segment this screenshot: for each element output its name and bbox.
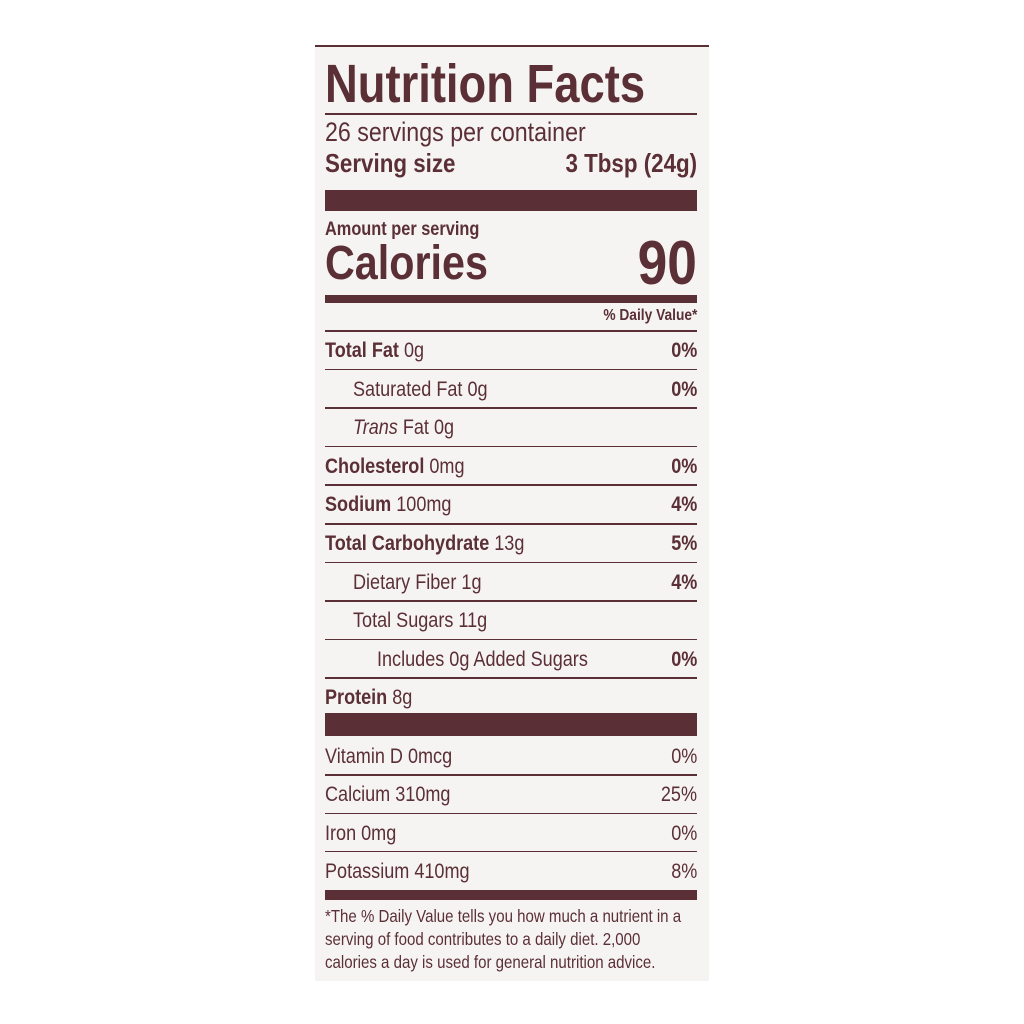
- nutrient-label: Protein: [325, 686, 388, 710]
- vitamin-row: Iron 0mg 0%: [325, 822, 697, 846]
- amount-text: Amount per serving: [325, 219, 480, 240]
- nutrient-dv: 4%: [670, 570, 697, 594]
- nutrient-label: Total Sugars: [353, 609, 454, 633]
- nutrient-amount: 0g: [467, 377, 488, 401]
- title: Nutrition Facts: [325, 55, 697, 113]
- nutrient-row: Includes 0g Added Sugars 0%: [377, 648, 697, 672]
- nutrient-row: Dietary Fiber 1g 4%: [353, 571, 697, 595]
- vitamin-label: Calcium 310mg: [325, 783, 451, 807]
- nutrient-dv: 4%: [670, 493, 697, 517]
- vitamin-label: Iron 0mg: [325, 821, 397, 845]
- nutrient-label: Includes 0g Added Sugars: [377, 647, 588, 671]
- thick-divider: [325, 190, 697, 211]
- nutrient-row: Saturated Fat 0g 0%: [353, 378, 697, 402]
- nutrient-row: Protein 8g: [325, 686, 697, 710]
- vitamin-dv: 0%: [670, 745, 697, 768]
- nutrient-label: Sodium: [325, 493, 392, 517]
- nutrient-amount: 13g: [494, 532, 525, 555]
- divider: [325, 600, 697, 602]
- nutrient-amount: 0mg: [429, 454, 465, 478]
- vitamin-label: Potassium 410mg: [325, 859, 470, 883]
- vitamin-row: Potassium 410mg 8%: [325, 860, 697, 884]
- nutrient-amount: 1g: [461, 570, 482, 594]
- vitamin-dv: 0%: [670, 821, 697, 845]
- divider: [325, 677, 697, 679]
- nutrient-dv: 0%: [670, 377, 697, 401]
- divider: [325, 850, 697, 853]
- serving-size-value: 3 Tbsp (24g): [565, 148, 697, 178]
- daily-value-text: % Daily Value*: [602, 307, 697, 324]
- divider: [325, 445, 697, 448]
- nutrient-amount: 11g: [458, 609, 488, 633]
- nutrient-label: Trans: [353, 416, 398, 440]
- amount-per-serving: Amount per serving: [325, 219, 697, 241]
- calories-value: 90: [637, 229, 697, 298]
- nutrient-amount: 0g: [403, 339, 425, 362]
- divider: [325, 774, 697, 776]
- divider: [325, 812, 697, 815]
- vitamin-dv: 25%: [660, 783, 697, 807]
- divider: [325, 638, 697, 641]
- serving-size-label: Serving size: [325, 148, 456, 178]
- divider: [325, 561, 697, 564]
- divider: [325, 368, 697, 371]
- nutrient-label: Dietary Fiber: [353, 570, 457, 594]
- medium-divider: [325, 890, 697, 900]
- thick-divider: [325, 713, 697, 736]
- medium-divider: [325, 295, 697, 303]
- nutrient-dv: 0%: [670, 647, 697, 671]
- servings-per-container: 26 servings per container: [325, 117, 697, 147]
- nutrient-label: Total Carbohydrate: [325, 532, 490, 555]
- nutrient-row: Sodium 100mg 4%: [325, 493, 697, 517]
- nutrient-amount: 100mg: [396, 493, 452, 517]
- servings-text: 26 servings per container: [325, 117, 586, 147]
- nutrient-row: Total Sugars 11g: [353, 609, 697, 633]
- nutrient-label: Saturated Fat: [353, 377, 463, 401]
- vitamin-row: Vitamin D 0mcg 0%: [325, 745, 697, 769]
- divider: [325, 330, 697, 332]
- nutrient-label: Cholesterol: [325, 454, 425, 478]
- calories-label: Calories: [325, 237, 488, 290]
- divider: [325, 484, 697, 486]
- vitamin-row: Calcium 310mg 25%: [325, 783, 697, 807]
- divider: [325, 523, 697, 525]
- calories-row: Calories 90: [325, 229, 697, 298]
- divider: [325, 113, 697, 115]
- nutrient-dv: 0%: [670, 454, 697, 478]
- nutrient-amount: 8g: [392, 686, 413, 710]
- nutrient-label: Total Fat: [325, 339, 399, 362]
- vitamin-label: Vitamin D 0mcg: [325, 745, 453, 768]
- footnote: *The % Daily Value tells you how much a …: [325, 906, 682, 972]
- vitamin-dv: 8%: [670, 859, 697, 883]
- serving-size: Serving size 3 Tbsp (24g): [325, 148, 697, 178]
- nutrient-row: Total Carbohydrate 13g 5%: [325, 532, 697, 556]
- nutrient-dv: 0%: [670, 339, 697, 362]
- nutrient-row: Trans Fat 0g: [353, 416, 697, 440]
- nutrient-row: Total Fat 0g 0%: [325, 339, 697, 363]
- nutrient-row: Cholesterol 0mg 0%: [325, 455, 697, 479]
- title-text: Nutrition Facts: [325, 54, 646, 114]
- divider: [325, 407, 697, 409]
- nutrient-label-2: Fat: [402, 416, 429, 440]
- nutrient-dv: 5%: [670, 532, 697, 555]
- nutrient-amount: 0g: [433, 416, 455, 440]
- nutrition-facts-label: Nutrition Facts 26 servings per containe…: [315, 45, 709, 981]
